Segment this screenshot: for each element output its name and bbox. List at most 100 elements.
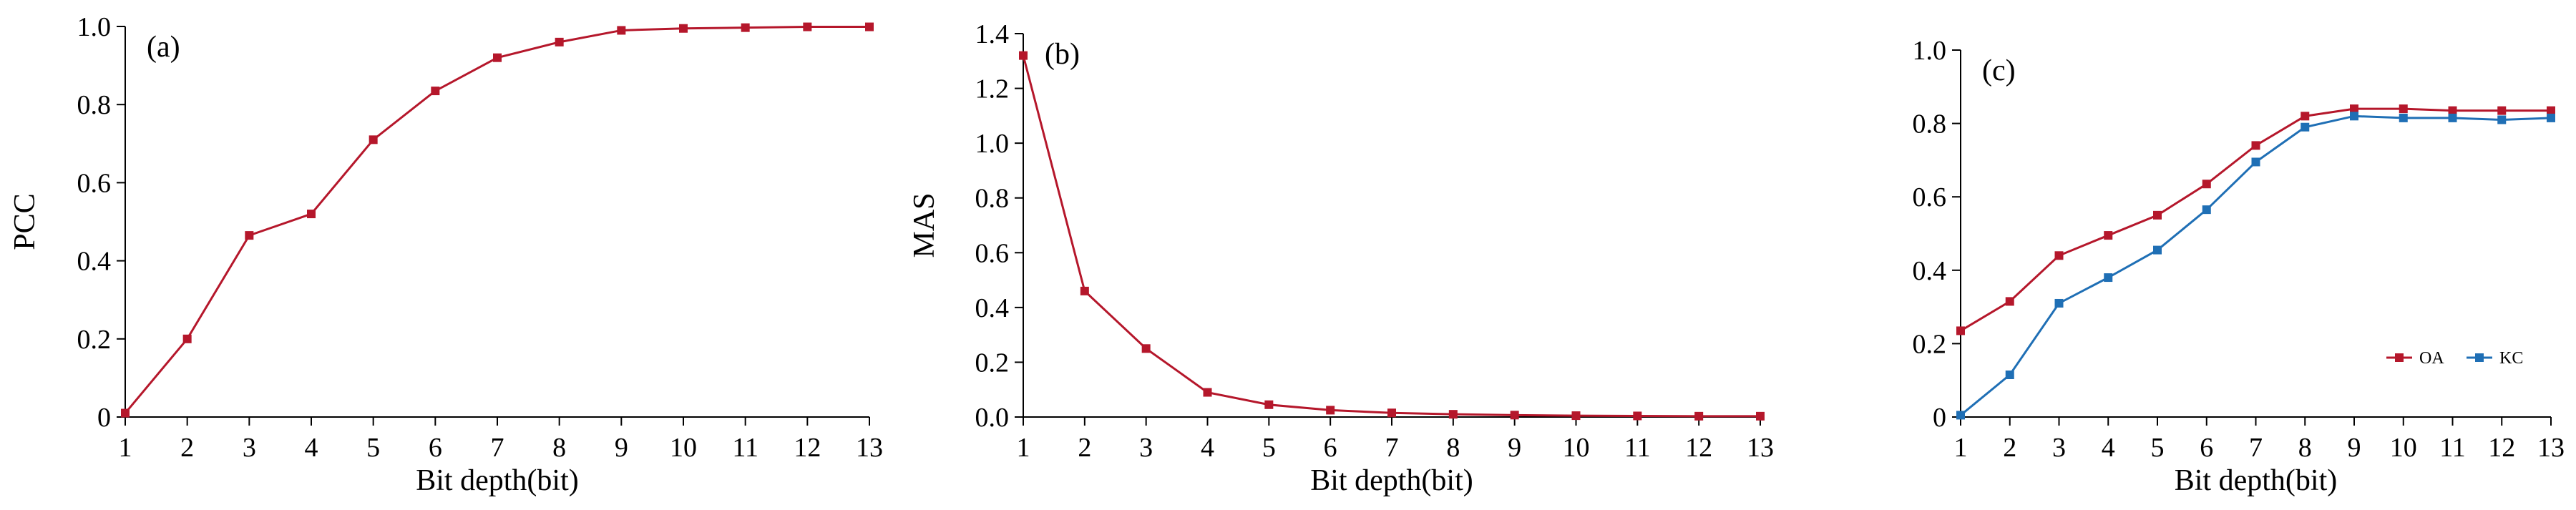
y-tick-label: 0.6 [77, 168, 112, 198]
data-point [617, 26, 626, 35]
x-tick-label: 10 [1563, 433, 1590, 463]
x-tick-label: 9 [615, 433, 628, 463]
panel-label: (b) [1045, 38, 1080, 71]
y-tick-label: 0.2 [1913, 329, 1947, 359]
data-point [121, 408, 130, 418]
x-tick-label: 11 [1624, 433, 1651, 463]
data-point [2350, 104, 2358, 114]
y-tick-label: 0.4 [1913, 256, 1947, 286]
data-point [2104, 273, 2113, 283]
data-point [245, 231, 254, 240]
data-point [2497, 106, 2507, 115]
data-point [2301, 112, 2310, 121]
x-tick-label: 11 [2439, 433, 2466, 463]
data-point [1387, 408, 1396, 418]
data-point [2301, 122, 2310, 132]
series-line [124, 26, 869, 414]
data-point [2054, 298, 2064, 308]
legend-label: KC [2499, 349, 2523, 368]
x-tick-label: 3 [1139, 433, 1153, 463]
data-point [1956, 411, 1965, 420]
data-point [1326, 406, 1335, 415]
x-tick-label: 5 [366, 433, 380, 463]
data-point [1080, 286, 1089, 295]
data-point [182, 334, 192, 343]
y-tick-label: 0 [97, 403, 111, 433]
data-point [1956, 326, 1965, 335]
x-tick-label: 11 [732, 433, 758, 463]
x-tick-label: 4 [2102, 433, 2115, 463]
x-tick-label: 1 [119, 433, 132, 463]
y-tick-label: 0.8 [975, 184, 1010, 214]
y-tick-label: 1.4 [975, 19, 1010, 49]
x-tick-label: 7 [1385, 433, 1399, 463]
x-tick-label: 7 [491, 433, 504, 463]
x-tick-label: 10 [2390, 433, 2417, 463]
data-point [2448, 113, 2457, 122]
data-point [1019, 51, 1028, 60]
x-tick-label: 13 [2537, 433, 2565, 463]
y-tick-label: 0.6 [975, 238, 1010, 268]
data-point [2104, 231, 2113, 240]
data-point [2251, 141, 2260, 150]
panel-label: (c) [1982, 54, 2016, 87]
data-point [741, 23, 750, 32]
data-point [2202, 205, 2211, 215]
data-point [2153, 210, 2162, 220]
x-tick-label: 12 [794, 433, 821, 463]
x-tick-label: 8 [1446, 433, 1460, 463]
series-line [1022, 55, 1760, 418]
y-axis-title: MAS [908, 192, 941, 258]
x-tick-label: 4 [1201, 433, 1214, 463]
x-tick-label: 4 [305, 433, 318, 463]
data-point [2251, 157, 2260, 167]
data-point [1141, 344, 1151, 353]
y-tick-label: 1.2 [975, 74, 1010, 104]
x-tick-label: 1 [1954, 433, 1968, 463]
data-point [1203, 388, 1212, 397]
x-tick-label: 2 [1078, 433, 1091, 463]
y-tick-label: 0.8 [77, 90, 112, 120]
x-tick-label: 3 [2052, 433, 2066, 463]
x-tick-label: 8 [552, 433, 566, 463]
x-tick-label: 5 [1262, 433, 1276, 463]
x-tick-label: 12 [1685, 433, 1712, 463]
x-tick-label: 9 [2348, 433, 2361, 463]
x-tick-label: 5 [2151, 433, 2165, 463]
x-tick-label: 6 [2200, 433, 2213, 463]
y-tick-label: 1.0 [77, 12, 112, 42]
legend-swatch-marker [2395, 353, 2404, 362]
y-tick-label: 0.2 [975, 348, 1010, 378]
data-point [555, 37, 564, 46]
x-tick-label: 3 [243, 433, 256, 463]
data-point [2350, 112, 2358, 121]
x-tick-label: 2 [2003, 433, 2016, 463]
data-point [1633, 411, 1642, 421]
data-point [493, 53, 502, 62]
x-axis-title: Bit depth(bit) [1310, 464, 1473, 497]
data-point [1694, 411, 1704, 421]
x-tick-label: 8 [2298, 433, 2312, 463]
data-point [1571, 411, 1581, 421]
y-tick-label: 0 [1933, 403, 1946, 433]
data-point [2202, 180, 2211, 189]
x-tick-label: 10 [670, 433, 697, 463]
data-point [803, 22, 812, 31]
data-point [865, 22, 874, 31]
data-point [2005, 371, 2014, 380]
x-tick-label: 13 [1747, 433, 1774, 463]
y-axis-title: PCC [9, 193, 42, 250]
data-point [1448, 410, 1458, 419]
data-point [679, 24, 688, 33]
x-tick-label: 12 [2488, 433, 2515, 463]
x-axis-title: Bit depth(bit) [416, 464, 578, 497]
y-tick-label: 0.0 [975, 403, 1010, 433]
x-tick-label: 1 [1017, 433, 1030, 463]
data-point [2547, 113, 2555, 122]
data-point [2153, 245, 2162, 255]
data-point [2448, 106, 2457, 115]
x-tick-label: 9 [1508, 433, 1521, 463]
